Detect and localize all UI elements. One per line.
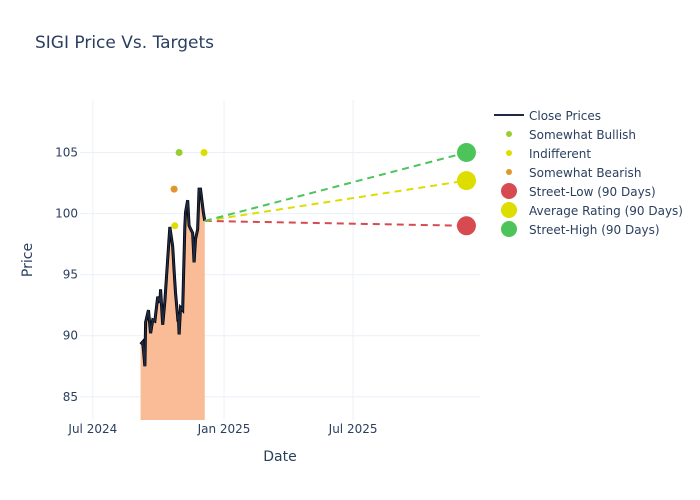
target-line — [204, 219, 467, 227]
rating-point — [175, 149, 183, 157]
legend-swatch — [494, 144, 524, 163]
x-tick-label: Jul 2025 — [328, 422, 378, 436]
y-tick-label: 105 — [55, 146, 78, 160]
y-tick-label: 90 — [63, 329, 78, 343]
legend-label: Somewhat Bullish — [529, 127, 637, 142]
target-marker — [456, 143, 476, 163]
target-line — [204, 151, 467, 222]
legend-item[interactable]: Street-High (90 Days) — [494, 220, 683, 239]
legend-item[interactable]: Street-Low (90 Days) — [494, 182, 683, 201]
chart-title: SIGI Price Vs. Targets — [35, 33, 215, 53]
target-line — [204, 179, 467, 222]
legend-label: Average Rating (90 Days) — [529, 203, 683, 218]
x-tick-label: Jul 2024 — [67, 422, 117, 436]
target-marker — [456, 171, 476, 191]
legend-swatch — [494, 182, 524, 201]
legend-swatch — [494, 220, 524, 239]
legend-item[interactable]: Average Rating (90 Days) — [494, 201, 683, 220]
rating-point — [170, 185, 178, 193]
legend-label: Close Prices — [529, 108, 602, 123]
x-axis-title: Date — [263, 449, 296, 465]
legend-label: Indifferent — [529, 146, 592, 161]
target-marker — [456, 216, 476, 236]
legend-label: Street-Low (90 Days) — [529, 184, 656, 199]
close-price-line — [140, 188, 206, 367]
price-area-fill — [140, 189, 205, 420]
legend-swatch — [494, 163, 524, 182]
legend-swatch — [494, 201, 524, 220]
legend-item[interactable]: Close Prices — [494, 106, 683, 125]
rating-point — [200, 149, 208, 157]
y-axis-title: Price — [20, 243, 36, 277]
x-tick-label: Jan 2025 — [197, 422, 251, 436]
y-tick-label: 100 — [55, 207, 78, 221]
legend-label: Street-High (90 Days) — [529, 222, 660, 237]
y-tick-label: 95 — [63, 268, 78, 282]
rating-point — [171, 222, 179, 230]
y-tick-label: 85 — [63, 390, 78, 404]
legend: Close Prices Somewhat Bullish Indifferent S… — [494, 106, 683, 239]
legend-swatch — [494, 125, 524, 144]
legend-item[interactable]: Somewhat Bearish — [494, 163, 683, 182]
legend-item[interactable]: Indifferent — [494, 144, 683, 163]
legend-label: Somewhat Bearish — [529, 165, 642, 180]
legend-item[interactable]: Somewhat Bullish — [494, 125, 683, 144]
legend-swatch — [494, 106, 524, 125]
